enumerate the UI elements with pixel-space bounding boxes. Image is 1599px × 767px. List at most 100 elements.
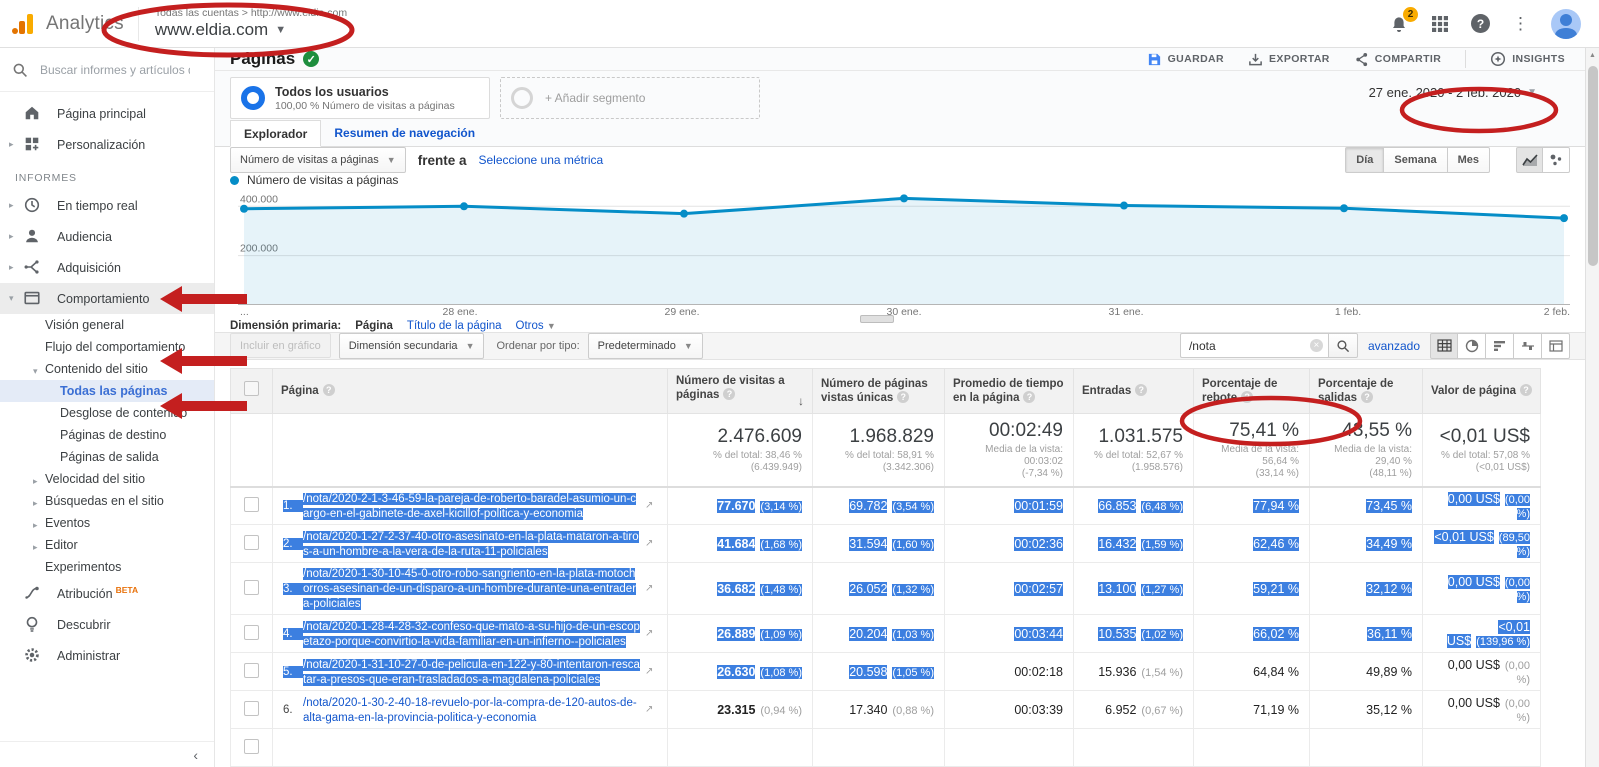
scrollbar-up-arrow[interactable]: ▲	[1589, 51, 1596, 59]
date-range-selector[interactable]: 27 ene. 2020 - 2 feb. 2020 ▼	[1369, 85, 1537, 100]
granularity-week[interactable]: Semana	[1384, 147, 1448, 174]
help-icon[interactable]: ?	[1135, 383, 1148, 396]
granularity-month[interactable]: Mes	[1447, 147, 1490, 174]
secondary-dimension-dropdown[interactable]: Dimensión secundaria ▼	[338, 332, 485, 359]
sidebar-item-audiencia[interactable]: ▸ Audiencia	[0, 221, 214, 252]
column-header-vistas-unicas[interactable]: Número de páginas vistas únicas?	[812, 367, 945, 414]
user-avatar[interactable]	[1551, 8, 1581, 39]
sidebar-item-editor[interactable]: ▸ Editor	[0, 534, 214, 556]
page-link[interactable]: /nota/2020-1-28-4-28-32-confeso-que-mato…	[303, 620, 640, 648]
chart-point-31-ene[interactable]	[1120, 201, 1128, 210]
sidebar-item-en-tiempo-real[interactable]: ▸ En tiempo real	[0, 190, 214, 221]
more-options-icon[interactable]: ⋮	[1512, 14, 1529, 33]
comparison-view-icon[interactable]	[1514, 332, 1542, 359]
row-checkbox[interactable]	[244, 738, 259, 754]
tab-explorador[interactable]: Explorador	[230, 120, 322, 148]
select-metric-link[interactable]: Seleccione una métrica	[478, 153, 604, 168]
pivot-view-icon[interactable]	[1542, 332, 1570, 359]
line-chart-icon[interactable]	[1516, 147, 1543, 174]
sidebar-item-todas-las-paginas[interactable]: Todas las páginas	[0, 380, 214, 402]
sidebar-item-eventos[interactable]: ▸ Eventos	[0, 512, 214, 534]
apps-grid-icon[interactable]	[1431, 15, 1449, 33]
sidebar-item-adquisicion[interactable]: ▸ Adquisición	[0, 252, 214, 283]
row-checkbox[interactable]	[244, 496, 259, 512]
sidebar-item-paginas-de-salida[interactable]: Páginas de salida	[60, 450, 159, 464]
sidebar-item-experimentos[interactable]: Experimentos	[0, 556, 214, 578]
insights-button[interactable]: INSIGHTS	[1490, 51, 1565, 67]
row-checkbox[interactable]	[244, 534, 259, 550]
column-header-rebote[interactable]: Porcentaje de rebote?	[1193, 367, 1310, 414]
sidebar-item-pagina-principal[interactable]: Página principal	[0, 98, 214, 129]
chart-point-1-feb[interactable]	[1340, 204, 1348, 213]
share-button[interactable]: COMPARTIR	[1354, 52, 1441, 67]
help-icon[interactable]: ?	[897, 390, 910, 403]
notifications-bell-icon[interactable]: 2	[1389, 6, 1418, 34]
sidebar-item-atribucion[interactable]: Atribución BETA	[0, 578, 214, 609]
page-link[interactable]: /nota/2020-1-31-10-27-0-de-pelicula-en-1…	[303, 658, 640, 686]
help-icon[interactable]: ?	[322, 383, 335, 396]
help-icon[interactable]: ?	[1361, 390, 1373, 403]
advanced-search-link[interactable]: avanzado	[1367, 338, 1420, 353]
external-link-icon[interactable]: ↗	[645, 500, 654, 512]
segment-all-users[interactable]: Todos los usuarios 100,00 % Número de vi…	[230, 77, 490, 120]
performance-view-icon[interactable]	[1486, 332, 1514, 359]
search-button[interactable]	[1327, 333, 1358, 358]
clear-search-icon[interactable]: ×	[1309, 339, 1323, 352]
select-all-checkbox[interactable]	[244, 381, 259, 396]
sidebar-item-vision-general[interactable]: Visión general	[0, 314, 214, 336]
external-link-icon[interactable]: ↗	[645, 538, 654, 549]
sidebar-item-administrar[interactable]: Administrar	[0, 640, 214, 671]
row-checkbox[interactable]	[244, 662, 259, 678]
sidebar-item-desglose-de-contenido[interactable]: Desglose de contenido	[60, 406, 188, 420]
external-link-icon[interactable]: ↗	[645, 704, 654, 715]
sidebar-search-input[interactable]	[40, 62, 190, 77]
granularity-day[interactable]: Día	[1345, 147, 1385, 174]
vertical-scrollbar[interactable]: ▲	[1585, 48, 1599, 767]
account-selector[interactable]: Todas las cuentas > http://www.eldia.com…	[155, 7, 347, 40]
export-button[interactable]: EXPORTAR	[1248, 52, 1330, 67]
help-icon[interactable]: ?	[1520, 383, 1532, 396]
help-icon[interactable]: ?	[723, 387, 736, 400]
sidebar-item-comportamiento[interactable]: ▾ Comportamiento	[0, 283, 214, 314]
dimension-titulo-pagina[interactable]: Título de la página	[406, 319, 502, 332]
column-header-visitas[interactable]: Número de visitas a páginas? ↓	[667, 367, 813, 414]
help-icon[interactable]: ?	[1471, 14, 1490, 33]
add-segment-button[interactable]: + Añadir segmento	[500, 77, 760, 120]
column-header-tiempo[interactable]: Promedio de tiempo en la página?	[944, 367, 1074, 414]
help-icon[interactable]: ?	[1241, 390, 1254, 403]
chart-point-29-ene[interactable]	[680, 209, 688, 218]
include-in-chart-button[interactable]: Incluir en gráfico	[230, 333, 331, 358]
page-link[interactable]: /nota/2020-1-30-10-45-0-otro-robo-sangri…	[303, 568, 637, 610]
motion-chart-icon[interactable]	[1543, 147, 1570, 174]
column-header-pagina[interactable]: Página?	[272, 367, 668, 414]
pageviews-chart[interactable]: 200.000 400.000	[215, 187, 1585, 306]
dimension-pagina[interactable]: Página	[355, 319, 393, 332]
chart-point-27-ene[interactable]	[240, 204, 248, 213]
sidebar-item-velocidad-del-sitio[interactable]: ▸ Velocidad del sitio	[0, 468, 214, 490]
sidebar-item-flujo-del-comportamiento[interactable]: Flujo del comportamiento	[0, 336, 214, 358]
column-header-salidas[interactable]: Porcentaje de salidas?	[1309, 367, 1423, 414]
page-link[interactable]: /nota/2020-1-30-2-40-18-revuelo-por-la-c…	[303, 696, 637, 724]
scrollbar-thumb[interactable]	[1588, 66, 1598, 266]
chart-point-2-feb[interactable]	[1560, 214, 1568, 223]
data-view-icon[interactable]	[1430, 332, 1458, 359]
sidebar-item-busquedas-en-el-sitio[interactable]: ▸ Búsquedas en el sitio	[0, 490, 214, 512]
table-search-input[interactable]	[1179, 333, 1328, 358]
column-header-valor[interactable]: Valor de página?	[1422, 367, 1541, 414]
chart-point-28-ene[interactable]	[460, 202, 468, 211]
row-checkbox[interactable]	[244, 700, 259, 716]
page-link[interactable]: /nota/2020-1-27-2-37-40-otro-asesinato-e…	[303, 530, 639, 558]
column-header-entradas[interactable]: Entradas?	[1073, 367, 1194, 414]
dimension-otros[interactable]: Otros ▼	[515, 319, 556, 332]
sidebar-item-personalizacion[interactable]: ▸ Personalización	[0, 129, 214, 160]
row-checkbox[interactable]	[244, 579, 259, 595]
external-link-icon[interactable]: ↗	[645, 666, 654, 677]
percentage-view-icon[interactable]	[1458, 332, 1486, 359]
sidebar-search[interactable]	[0, 48, 214, 92]
external-link-icon[interactable]: ↗	[645, 628, 654, 639]
chart-point-30-ene[interactable]	[900, 194, 908, 203]
sidebar-item-paginas-de-destino[interactable]: Páginas de destino	[60, 428, 167, 442]
sidebar-item-descubrir[interactable]: Descubrir	[0, 609, 214, 640]
tab-resumen-navegacion[interactable]: Resumen de navegación	[334, 125, 476, 140]
chart-range-slider[interactable]	[860, 314, 894, 323]
